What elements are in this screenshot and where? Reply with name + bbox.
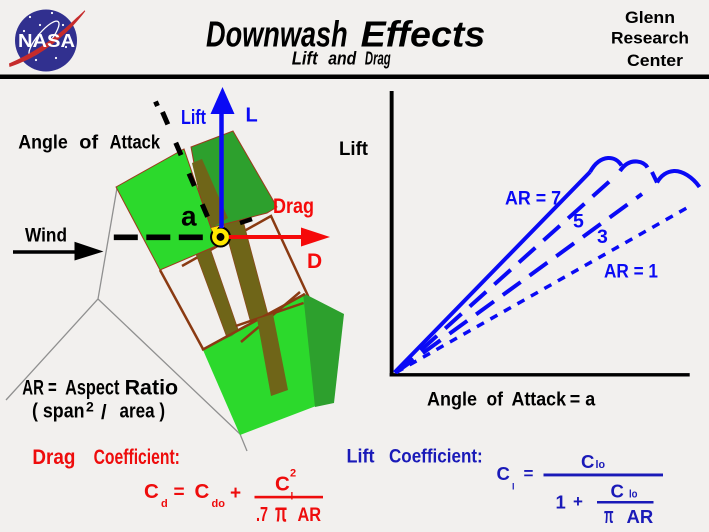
svg-text:C: C xyxy=(144,480,159,503)
svg-text:area ): area ) xyxy=(120,401,166,423)
svg-text:lo: lo xyxy=(629,489,638,501)
svg-text:3: 3 xyxy=(597,226,608,248)
svg-text:NASA: NASA xyxy=(18,30,75,51)
svg-text:C: C xyxy=(195,480,210,503)
svg-text:Aspect: Aspect xyxy=(65,376,119,399)
svg-text:( span: ( span xyxy=(32,401,85,423)
svg-text:π: π xyxy=(275,498,287,528)
svg-text:Coefficient:: Coefficient: xyxy=(389,446,483,468)
svg-text:a: a xyxy=(181,201,197,232)
svg-text:Angle: Angle xyxy=(427,389,477,411)
svg-text:and: and xyxy=(328,48,357,69)
svg-text:π: π xyxy=(604,503,614,528)
svg-text:Coefficient:: Coefficient: xyxy=(94,446,180,469)
svg-text:2: 2 xyxy=(290,468,296,480)
svg-text:Angle: Angle xyxy=(18,133,68,154)
svg-text:Drag: Drag xyxy=(32,446,75,469)
svg-text:=: = xyxy=(174,482,185,503)
svg-text:Ratio: Ratio xyxy=(125,376,179,399)
svg-text:.7: .7 xyxy=(256,504,268,526)
svg-text:Lift: Lift xyxy=(347,446,375,468)
svg-text:d: d xyxy=(161,498,168,510)
svg-text:+: + xyxy=(230,483,241,504)
svg-text:Center: Center xyxy=(627,52,684,70)
svg-text:Lift: Lift xyxy=(181,107,206,129)
svg-text:Attack: Attack xyxy=(110,133,161,154)
svg-text:C: C xyxy=(497,463,510,484)
svg-text:Attack: Attack xyxy=(512,389,567,411)
svg-text:AR = 7: AR = 7 xyxy=(505,188,561,210)
svg-text:Effects: Effects xyxy=(361,14,486,55)
svg-text:AR =: AR = xyxy=(22,376,57,399)
svg-text:AR: AR xyxy=(627,506,654,527)
svg-text:= a: = a xyxy=(570,389,596,411)
svg-text:Wind: Wind xyxy=(25,225,67,247)
svg-text:do: do xyxy=(212,498,226,510)
svg-text:C: C xyxy=(581,451,594,472)
svg-text:AR: AR xyxy=(298,504,322,526)
svg-text:Lift: Lift xyxy=(292,48,319,69)
svg-text:of: of xyxy=(487,389,504,411)
svg-text:C: C xyxy=(275,473,290,496)
svg-text:1: 1 xyxy=(556,492,566,513)
svg-text:Downwash: Downwash xyxy=(206,14,348,55)
svg-text:Lift: Lift xyxy=(339,138,368,160)
svg-text:C: C xyxy=(611,481,624,502)
svg-text:+: + xyxy=(573,492,583,511)
svg-text:lo: lo xyxy=(596,459,606,471)
svg-text:Research: Research xyxy=(611,30,689,48)
svg-text:Drag: Drag xyxy=(365,48,391,69)
svg-text:/: / xyxy=(101,402,107,424)
svg-text:Glenn: Glenn xyxy=(625,9,675,27)
svg-text:5: 5 xyxy=(573,211,584,233)
svg-text:Drag: Drag xyxy=(273,195,314,218)
svg-text:AR = 1: AR = 1 xyxy=(604,261,658,283)
svg-text:2: 2 xyxy=(86,399,94,415)
svg-text:=: = xyxy=(524,464,534,483)
svg-text:L: L xyxy=(246,105,258,127)
svg-text:l: l xyxy=(512,482,515,492)
svg-text:D: D xyxy=(307,250,322,273)
svg-text:of: of xyxy=(79,133,99,154)
